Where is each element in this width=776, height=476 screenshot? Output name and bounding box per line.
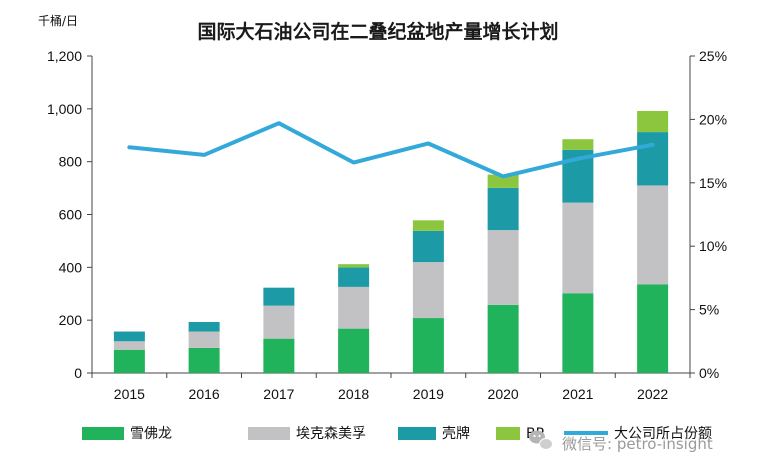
bar-segment [113,349,145,373]
legend-label: 埃克森美孚 [296,426,366,442]
bar-segment [637,185,669,285]
bar-segment [487,304,519,373]
y-tick-label: 800 [59,154,83,170]
watermark: 微信号: petro-insight [529,430,713,453]
share-line-point [501,174,505,178]
legend-label: 大公司所占份额 [614,426,712,442]
x-tick-label: 2015 [114,386,145,402]
bar-segment [338,328,370,373]
legend: 雪佛龙埃克森美孚壳牌BP大公司所占份额 [82,425,712,442]
watermark-text: 微信号: petro-insight [562,435,713,453]
bar-segment [487,187,519,231]
y-tick-label: 400 [59,259,83,275]
x-tick-label: 2017 [263,386,294,402]
y2-tick-label: 25% [699,48,727,64]
y2-tick-label: 0% [699,365,719,381]
bar-segment [113,331,145,342]
share-line-point [202,153,206,157]
bar-segment [487,174,519,188]
bar-segment [412,230,444,263]
bar-segment [637,110,669,133]
x-tick-label: 2020 [488,386,519,402]
bar-segment [412,262,444,319]
x-tick-label: 2022 [637,386,668,402]
y-tick-label: 0 [74,365,82,381]
x-tick-label: 2021 [562,386,593,402]
bar-segment [637,284,669,373]
bar-segment [338,286,370,329]
share-line-point [426,141,430,145]
y2-tick-label: 20% [699,111,727,127]
bar-segment [338,264,370,268]
y2-tick-label: 15% [699,175,727,191]
bar-segment [412,318,444,373]
share-line-point [352,161,356,165]
legend-label: 雪佛龙 [130,426,172,442]
y-axis-label: 千桶/日 [38,13,78,28]
bar-segment [263,287,295,306]
y2-tick-label: 5% [699,302,719,318]
bar-segment [637,132,669,186]
bar-segment [412,220,444,231]
share-line [127,121,655,179]
share-line-point [651,143,655,147]
x-tick-label: 2016 [189,386,220,402]
bar-segment [263,305,295,339]
legend-swatch [496,427,520,440]
bar-segment [188,347,220,373]
share-line-point [576,157,580,161]
bar-segment [562,202,594,294]
bar-segment [263,338,295,373]
bar-segment [562,293,594,373]
legend-swatch [248,427,290,440]
y-tick-label: 1,200 [47,48,82,64]
y-tick-label: 200 [59,312,83,328]
bar-segment [487,230,519,305]
y2-tick-label: 10% [699,238,727,254]
bar-segment [338,267,370,287]
bar-segment [188,331,220,348]
share-line-point [277,121,281,125]
legend-label: 壳牌 [442,425,470,442]
chart-title: 国际大石油公司在二叠纪盆地产量增长计划 [197,20,558,43]
legend-swatch [82,427,124,440]
legend-swatch [398,427,436,440]
x-tick-label: 2019 [413,386,444,402]
bar-segment [188,322,220,332]
x-tick-label: 2018 [338,386,369,402]
plot-area: 0 200 400 600 800 1,000 1,200 0% 5% 10% 15% 20% 25% 2… [47,48,727,402]
wechat-icon [529,430,553,450]
bar-segment [113,341,145,350]
bar-segment [562,139,594,150]
y-tick-label: 1,000 [47,101,82,117]
y-tick-label: 600 [59,207,83,223]
share-line-point [127,145,131,149]
